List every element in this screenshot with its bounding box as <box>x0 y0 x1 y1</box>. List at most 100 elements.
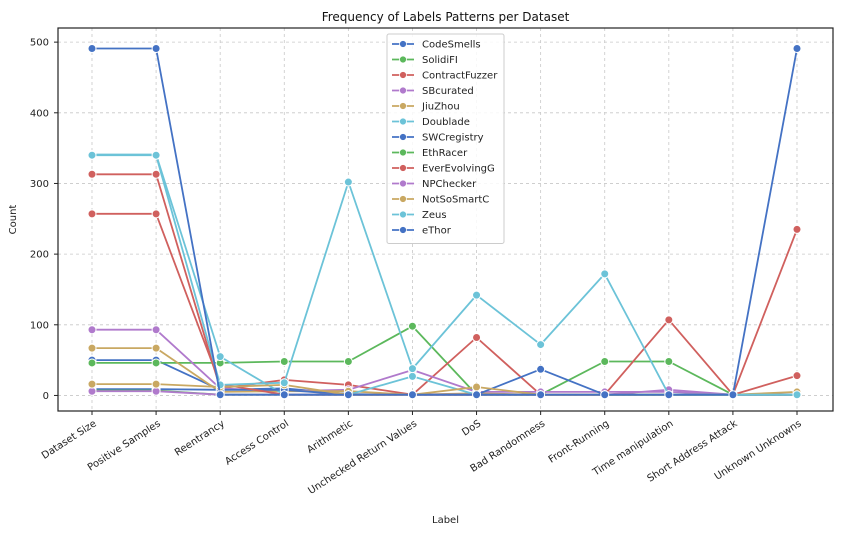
data-point <box>151 169 161 179</box>
data-point <box>472 290 482 300</box>
data-point <box>343 177 353 187</box>
y-tick-label: 100 <box>30 320 49 331</box>
legend-marker <box>399 133 407 141</box>
data-point <box>536 340 546 350</box>
x-tick-label: Arithmetic <box>305 418 355 456</box>
x-tick-label: Dataset Size <box>40 418 99 461</box>
y-tick-label: 500 <box>30 38 49 49</box>
legend-item: Zeus <box>392 210 447 221</box>
x-tick-label: DoS <box>460 418 483 438</box>
legend-item: Doublade <box>392 117 470 128</box>
series-ethor <box>87 43 802 400</box>
series-line <box>92 347 797 396</box>
series-layer <box>87 43 802 400</box>
legend-item: ContractFuzzer <box>392 71 498 82</box>
legend: CodeSmells SolidiFI ContractFuzzer SBcurate… <box>386 33 505 244</box>
data-point <box>151 43 161 53</box>
series-line <box>92 325 797 396</box>
data-point <box>472 382 482 392</box>
chart-title: Frequency of Labels Patterns per Dataset <box>322 10 570 24</box>
legend-label: SBcurated <box>422 86 474 97</box>
x-tick-label: Access Control <box>223 418 291 467</box>
legend-item: NPChecker <box>392 179 477 190</box>
legend-label: ContractFuzzer <box>422 71 498 82</box>
y-tick-label: 0 <box>43 391 49 402</box>
data-point <box>279 378 289 388</box>
data-point <box>87 325 97 335</box>
data-point <box>792 371 802 381</box>
legend-label: Zeus <box>422 210 447 221</box>
data-point <box>664 357 674 367</box>
legend-label: eThor <box>422 226 452 237</box>
legend-marker <box>399 40 407 48</box>
y-axis-title: Count <box>8 205 19 235</box>
data-point <box>664 315 674 325</box>
data-point <box>215 352 225 362</box>
data-point <box>407 321 417 331</box>
data-point <box>87 358 97 368</box>
data-point <box>536 390 546 400</box>
legend-label: JiuZhou <box>421 102 460 113</box>
legend-item: SolidiFI <box>392 55 458 66</box>
legend-label: EverEvolvingG <box>422 164 495 175</box>
legend-marker <box>399 102 407 110</box>
legend-marker <box>399 210 407 219</box>
data-point <box>87 379 97 389</box>
legend-marker <box>399 226 407 234</box>
legend-marker <box>399 117 407 126</box>
data-point <box>279 357 289 367</box>
legend-item: eThor <box>392 226 452 237</box>
data-point <box>87 169 97 179</box>
data-point <box>536 364 546 374</box>
data-point <box>151 343 161 353</box>
legend-item: SWCregistry <box>392 133 484 144</box>
data-point <box>151 209 161 219</box>
data-point <box>151 379 161 389</box>
legend-item: SBcurated <box>392 86 474 97</box>
legend-marker <box>399 164 407 172</box>
legend-label: SWCregistry <box>422 133 484 144</box>
x-tick-label: Reentrancy <box>173 418 227 458</box>
data-point <box>407 390 417 400</box>
data-point <box>600 357 610 367</box>
data-point <box>87 209 97 219</box>
legend-box <box>386 33 505 244</box>
series-solidifi <box>87 321 802 400</box>
data-point <box>407 371 417 381</box>
legend-label: EthRacer <box>422 148 468 159</box>
series-line <box>92 47 798 396</box>
data-point <box>407 364 417 374</box>
legend-marker <box>399 179 407 188</box>
data-point <box>472 333 482 343</box>
data-point <box>215 390 225 400</box>
data-point <box>87 343 97 353</box>
legend-marker <box>399 195 407 203</box>
legend-marker <box>399 71 407 79</box>
y-tick-label: 400 <box>30 108 49 119</box>
legend-marker <box>399 148 407 157</box>
legend-item: NotSoSmartC <box>392 195 489 206</box>
legend-label: CodeSmells <box>422 40 481 51</box>
y-tick-label: 300 <box>30 179 49 190</box>
legend-label: NPChecker <box>422 179 477 190</box>
plot-frame <box>57 27 834 412</box>
legend-label: NotSoSmartC <box>422 195 489 206</box>
x-axis-title: Label <box>432 515 459 526</box>
data-point <box>279 390 289 400</box>
x-tick-label: Front-Running <box>547 418 612 465</box>
series-line <box>92 328 797 396</box>
data-point <box>151 150 161 160</box>
data-point <box>600 269 610 279</box>
data-point <box>792 390 802 400</box>
data-point <box>87 150 97 160</box>
data-point <box>343 390 353 400</box>
data-point <box>472 390 482 400</box>
data-point <box>151 358 161 368</box>
data-point <box>600 390 610 400</box>
data-point <box>343 357 353 367</box>
legend-item: EthRacer <box>392 148 468 159</box>
y-tick-label: 200 <box>30 250 49 261</box>
data-point <box>87 43 97 53</box>
legend-marker <box>399 55 407 64</box>
